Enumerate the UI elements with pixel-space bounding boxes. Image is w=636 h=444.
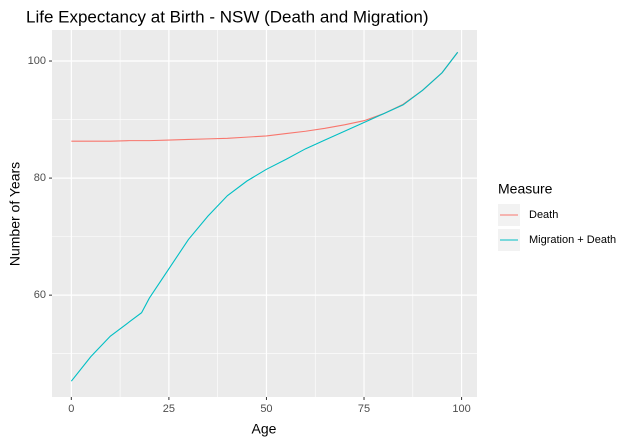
chart-title: Life Expectancy at Birth - NSW (Death an… <box>26 7 429 26</box>
plot-panel <box>52 30 477 397</box>
x-tick-label: 0 <box>68 403 74 415</box>
y-tick-label: 100 <box>28 55 46 67</box>
x-tick-label: 75 <box>358 403 370 415</box>
y-axis-label: Number of Years <box>7 162 23 266</box>
legend-label: Death <box>529 209 558 221</box>
y-tick-label: 60 <box>34 289 46 301</box>
y-tick-label: 80 <box>34 172 46 184</box>
legend-title: Measure <box>498 181 553 197</box>
data-line <box>70 51 459 382</box>
x-axis-label: Age <box>252 421 277 437</box>
legend-label: Migration + Death <box>529 234 616 246</box>
x-tick-label: 50 <box>260 403 272 415</box>
x-tick-label: 25 <box>163 403 175 415</box>
x-tick-label: 100 <box>452 403 470 415</box>
